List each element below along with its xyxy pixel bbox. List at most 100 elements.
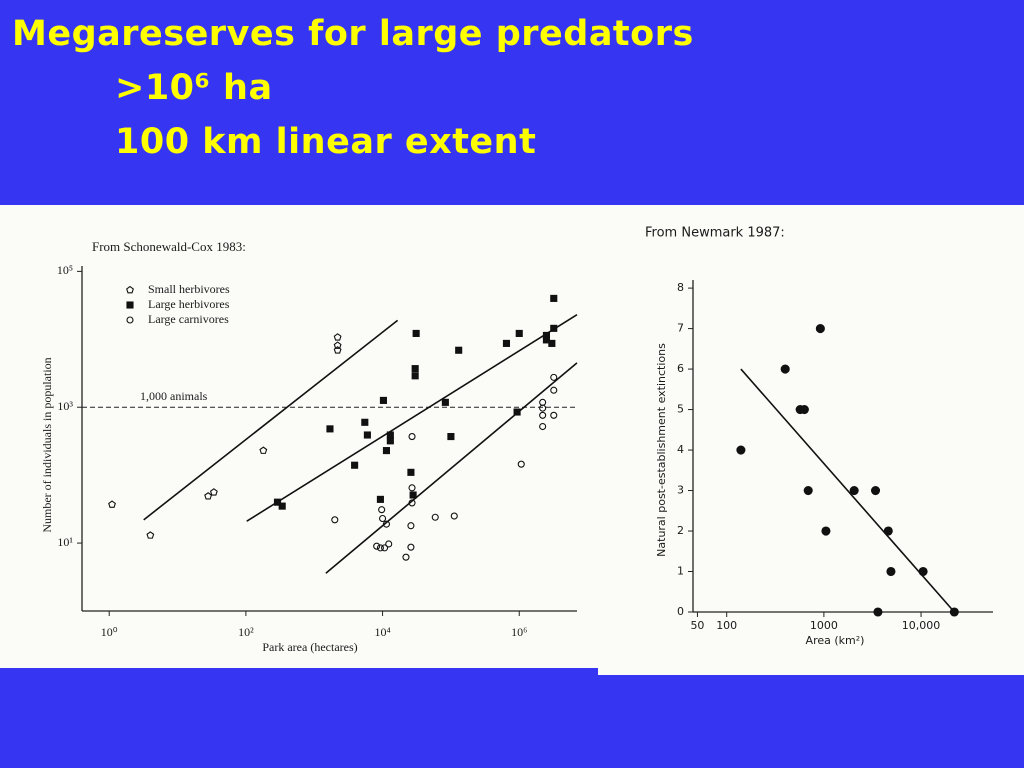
slide-title: Megareserves for large predators: [12, 14, 694, 54]
point: [886, 566, 896, 577]
point: [821, 526, 831, 536]
point: [441, 398, 449, 406]
chart-title: From Schonewald-Cox 1983:: [92, 239, 246, 254]
point: [513, 408, 521, 416]
y-tick-label: 4: [677, 443, 684, 456]
point: [517, 460, 525, 468]
point: [539, 422, 547, 431]
point: [849, 485, 859, 496]
point: [411, 372, 419, 380]
point: [883, 526, 893, 536]
y-tick-label: 7: [677, 322, 684, 335]
point: [408, 433, 416, 441]
x-tick-label: 100: [716, 619, 737, 632]
point: [361, 418, 369, 426]
point: [455, 346, 463, 354]
point: [379, 514, 387, 523]
x-axis-label: Area (km²): [806, 634, 865, 647]
x-tick-label: 10,000: [902, 619, 941, 632]
point: [408, 499, 416, 507]
point: [736, 445, 746, 455]
point: [408, 484, 416, 492]
point: [412, 329, 420, 337]
point: [331, 516, 339, 524]
point: [539, 411, 547, 419]
point: [780, 364, 790, 374]
point: [407, 522, 415, 530]
point: [385, 540, 393, 548]
point: [803, 485, 813, 496]
point: [550, 294, 558, 302]
point: [539, 398, 547, 406]
point: [351, 461, 359, 469]
point: [431, 513, 439, 521]
point: [918, 566, 928, 577]
point: [259, 446, 268, 454]
point: [273, 498, 282, 506]
legend-label: Large herbivores: [148, 297, 230, 311]
legend-marker: [126, 285, 134, 294]
y-tick-label: 6: [677, 362, 684, 375]
x-tick-label: 1000: [810, 619, 838, 632]
x-tick-label: 10⁴: [374, 625, 390, 639]
trend-line: [143, 319, 399, 521]
point: [550, 373, 558, 381]
y-tick-label: 10³: [57, 399, 73, 413]
y-tick-label: 1: [677, 565, 684, 578]
y-tick-label: 0: [677, 605, 684, 618]
x-tick-label: 10⁰: [101, 625, 118, 639]
point: [799, 405, 809, 415]
point: [326, 425, 334, 433]
point: [447, 433, 455, 441]
point: [333, 341, 342, 349]
point: [376, 544, 384, 552]
y-tick-label: 3: [677, 484, 684, 497]
point: [502, 339, 511, 347]
point: [373, 542, 381, 550]
y-tick-label: 10¹: [57, 535, 73, 549]
point: [209, 488, 218, 496]
point: [333, 333, 342, 341]
legend-marker: [126, 301, 134, 309]
point: [376, 495, 384, 503]
y-axis-label: Natural post-establishment extinctions: [655, 343, 668, 557]
y-tick-label: 8: [677, 281, 684, 294]
reference-label: 1,000 animals: [140, 389, 208, 403]
point: [870, 485, 881, 496]
point: [407, 468, 415, 476]
point: [378, 506, 386, 514]
slide-subtitle: >10⁶ ha: [115, 68, 273, 108]
trend-line: [325, 362, 578, 574]
trend-line: [246, 314, 578, 522]
x-axis-label: Park area (hectares): [262, 640, 357, 654]
legend-label: Small herbivores: [148, 282, 230, 296]
point: [381, 544, 389, 552]
point: [363, 431, 371, 439]
point: [873, 607, 883, 617]
point: [407, 543, 415, 551]
point: [815, 324, 825, 334]
y-axis-label: Number of individuals in population: [40, 357, 54, 532]
point: [550, 411, 558, 419]
point: [949, 607, 959, 617]
point: [450, 512, 458, 520]
point: [108, 500, 116, 508]
point: [411, 365, 419, 373]
chart: From Schonewald-Cox 1983: Park area (hect…: [0, 205, 598, 668]
point: [379, 396, 387, 404]
chart-title: From Newmark 1987:: [645, 226, 785, 241]
point: [382, 520, 391, 528]
x-tick-label: 10⁶: [511, 625, 527, 639]
slide-subtitle: 100 km linear extent: [115, 122, 537, 162]
point: [550, 324, 558, 332]
y-tick-label: 10⁵: [57, 263, 73, 277]
chart: From Newmark 1987: Area (km²) Natural post…: [598, 205, 1024, 675]
point: [515, 329, 523, 337]
point: [204, 492, 213, 500]
y-tick-label: 5: [677, 403, 684, 416]
point: [402, 553, 410, 561]
point: [386, 437, 394, 445]
point: [386, 431, 394, 439]
point: [382, 447, 391, 455]
